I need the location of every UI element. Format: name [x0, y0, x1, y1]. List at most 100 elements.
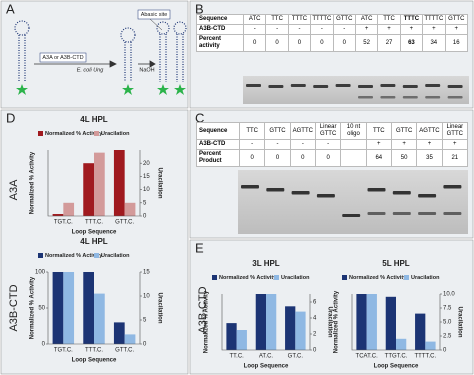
gel-band	[447, 85, 463, 88]
x-tick-label: GT.C.	[288, 354, 304, 360]
table-cell: Percent Product	[196, 149, 240, 167]
panel-label: A	[6, 1, 15, 16]
table-cell: -	[264, 139, 291, 150]
y2-tick-label: 15	[143, 174, 150, 180]
table-cell: +	[399, 24, 424, 35]
table-row: A3B-CTD - - - - - + + + + +	[196, 24, 469, 35]
bar	[396, 338, 407, 350]
table-cell: 0	[242, 34, 267, 52]
panel-label: B	[195, 1, 204, 16]
table-cell: 0	[310, 34, 334, 52]
table-cell: 0	[314, 149, 342, 167]
arrows	[34, 60, 156, 68]
table-cell: +	[444, 24, 469, 35]
axis-line	[221, 294, 311, 351]
table-cell: -	[310, 24, 334, 35]
table-cell: Percent activity	[196, 34, 244, 52]
table-cell: 0	[265, 34, 289, 52]
y2-tick-label: 10.0	[443, 292, 455, 298]
callout-pointer	[149, 18, 163, 31]
gel-band	[425, 96, 441, 99]
table-cell: +	[416, 139, 443, 150]
bar	[385, 296, 396, 350]
x-tick-label: TTT.C.	[85, 348, 103, 354]
chart-title: 5L HPL	[382, 259, 410, 268]
gel-band	[313, 85, 329, 88]
legend-label: Normalized % Activity	[219, 275, 277, 281]
gel-band	[342, 214, 361, 217]
table-row: Percent activity 0 0 0 0 0 52 27 63 34 16	[196, 34, 469, 52]
axis-line	[47, 150, 141, 217]
table-cell: Linear GTTC	[314, 122, 342, 140]
x-tick-label: AT.C.	[259, 354, 274, 360]
bar	[255, 294, 266, 350]
table-cell: -	[287, 24, 312, 35]
bar	[124, 202, 136, 216]
legend-label: Normalized % Activity	[45, 131, 103, 137]
y2-tick-label: 5	[143, 200, 147, 206]
y-axis-label: Normalized % Activity	[30, 151, 36, 214]
table-cell: TTTC	[399, 14, 424, 25]
y2-tick-label: 20	[143, 161, 150, 167]
table-cell: 27	[377, 34, 401, 52]
table-cell: 0	[289, 149, 316, 167]
legend-swatch	[38, 131, 43, 136]
table-cell	[340, 139, 367, 150]
gel-band	[268, 85, 284, 88]
legend-label: Normalized % Activity	[349, 275, 407, 281]
chart-title: 4L HPL	[80, 237, 108, 246]
y-axis-label: Normalized % Activity	[204, 290, 210, 353]
gel-band	[418, 194, 437, 198]
bar	[356, 294, 367, 350]
table-cell: TTTTC	[310, 14, 334, 25]
table-cell: GTTC	[390, 122, 418, 140]
bar	[113, 322, 125, 344]
table-row: Percent Product 0 0 0 0 64 50 35 21	[196, 149, 469, 167]
legend-label: Uracilation	[101, 131, 130, 137]
bar	[94, 152, 105, 216]
gel-band	[290, 84, 306, 87]
bar	[366, 294, 377, 350]
table-c: Sequence TTC GTTC AGTTC Linear GTTC 10 nt oli…	[196, 122, 469, 167]
table-cell: 63	[399, 34, 424, 52]
gel-band	[392, 191, 411, 195]
table-cell: AGTTC	[416, 122, 443, 140]
x-tick-label: TCAT.C.	[356, 354, 379, 360]
gel-band	[291, 191, 310, 195]
bar	[94, 293, 105, 344]
legend-label: Uracilation	[101, 253, 130, 259]
gel-band	[392, 212, 411, 215]
gel-band	[443, 185, 462, 189]
gel-band	[316, 194, 335, 198]
legend-swatch	[38, 253, 43, 258]
gel-band	[425, 84, 441, 87]
y-axis-label: Normalized % Activity	[334, 290, 340, 353]
gel-band	[241, 185, 259, 189]
y-tick-label: 50	[38, 306, 45, 312]
legend-label: Uracilation	[411, 275, 440, 281]
label-stars	[16, 84, 186, 95]
y2-tick-label: 0	[143, 342, 147, 348]
y-tick-label: 100	[35, 270, 46, 276]
table-cell: 0	[238, 149, 266, 167]
gel-band	[335, 84, 351, 87]
table-cell: TTC	[377, 14, 401, 25]
table-cell: TTC	[238, 122, 266, 140]
table-cell: A3B-CTD	[196, 139, 240, 150]
y2-tick-label: 10	[143, 294, 150, 300]
table-cell: -	[289, 139, 316, 150]
table-row: A3B-CTD - - - - + + + +	[196, 139, 469, 150]
bar	[83, 272, 94, 344]
side-label: A3B-CTD	[197, 286, 209, 333]
table-cell: +	[377, 24, 401, 35]
table-cell: GTTC	[264, 122, 291, 140]
y2-tick-label: 6	[313, 300, 317, 306]
bar	[236, 330, 247, 350]
legend-swatch	[274, 275, 279, 280]
gel-c	[238, 170, 468, 234]
y2-tick-label: 5	[143, 318, 147, 324]
table-cell: 34	[422, 34, 446, 52]
bar	[113, 150, 125, 216]
gel-band	[447, 96, 463, 99]
gel-band	[266, 188, 285, 192]
